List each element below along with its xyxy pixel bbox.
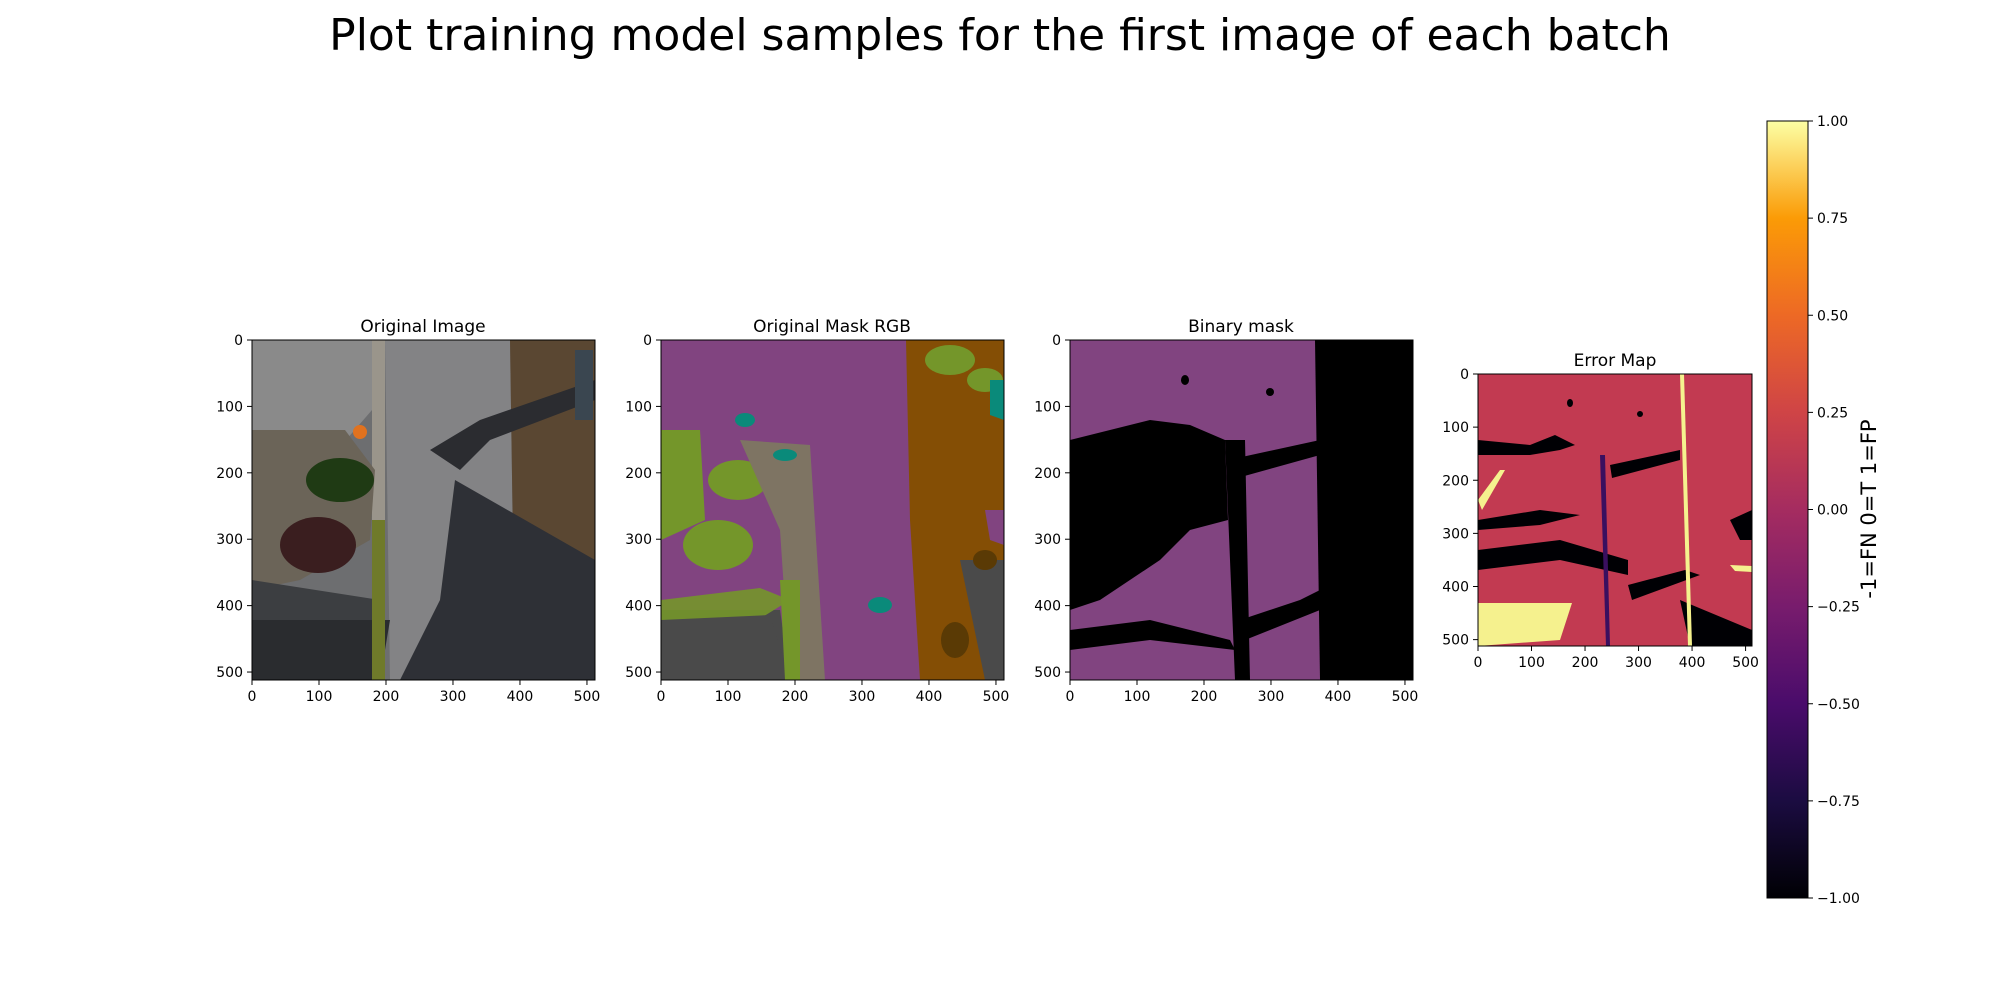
y-tick-label: 400 [216, 599, 243, 615]
y-tick-label: 500 [1034, 665, 1061, 681]
x-tick-label: 200 [782, 689, 809, 705]
x-tick-label: 300 [440, 689, 467, 705]
x-tick-label: 200 [1191, 689, 1218, 705]
y-tick-label: 0 [1052, 333, 1061, 349]
colorbar-tick-label: 0.50 [1817, 308, 1848, 324]
panel-error-map: Error Map 0 100 200 300 400 500 0 100 200 300 400… [1442, 351, 1759, 671]
y-tick-label: 500 [625, 665, 652, 681]
y-axis-binary-mask: 0 100 200 300 400 500 [1034, 333, 1070, 681]
y-tick-label: 100 [1442, 420, 1469, 436]
y-tick-label: 100 [1034, 399, 1061, 415]
x-tick-label: 200 [1572, 655, 1599, 671]
y-tick-label: 200 [1442, 473, 1469, 489]
colorbar-tick-label: 0.00 [1817, 503, 1848, 519]
colorbar-tick-label: 0.75 [1817, 211, 1848, 227]
y-axis-mask-rgb: 0 100 200 300 400 500 [625, 333, 661, 681]
x-tick-label: 100 [715, 689, 742, 705]
x-axis-mask-rgb: 0 100 200 300 400 500 [657, 680, 1010, 705]
x-tick-label: 500 [1392, 689, 1419, 705]
x-axis-error-map: 0 100 200 300 400 500 [1474, 646, 1759, 671]
x-tick-label: 100 [1124, 689, 1151, 705]
y-tick-label: 500 [216, 665, 243, 681]
y-tick-label: 300 [216, 532, 243, 548]
y-tick-label: 300 [625, 532, 652, 548]
x-tick-label: 400 [916, 689, 943, 705]
colorbar-tick-label: 0.25 [1817, 405, 1848, 421]
mask-rgb-raster [661, 340, 1004, 680]
y-tick-label: 100 [216, 399, 243, 415]
y-axis-error-map: 0 100 200 300 400 500 [1442, 367, 1478, 649]
panel-title-original-mask-rgb: Original Mask RGB [753, 317, 911, 337]
panel-original-mask-rgb: Original Mask RGB 0 100 200 300 400 500 01 [625, 317, 1009, 705]
y-tick-label: 0 [643, 333, 652, 349]
colorbar-label: -1=FN 0=T 1=FP [1857, 419, 1881, 598]
error-map-raster [1478, 374, 1752, 646]
x-tick-label: 0 [1474, 655, 1483, 671]
colorbar-ticks: 1.00 0.75 0.50 0.25 0.00 −0.25 −0.50 −0.75 −1.00 [1808, 114, 1860, 907]
y-tick-label: 300 [1034, 532, 1061, 548]
x-axis-original-image: 0 100 200 300 400 500 [248, 680, 601, 705]
panel-binary-mask: Binary mask 0 100 200 300 400 500 0 100 200 300 4… [1034, 317, 1418, 705]
x-tick-label: 0 [248, 689, 257, 705]
colorbar-tick-label: −0.75 [1817, 794, 1860, 810]
y-tick-label: 0 [1460, 367, 1469, 383]
x-tick-label: 300 [1625, 655, 1652, 671]
y-tick-label: 400 [1034, 599, 1061, 615]
y-tick-label: 300 [1442, 526, 1469, 542]
x-tick-label: 300 [1258, 689, 1285, 705]
y-tick-label: 100 [625, 399, 652, 415]
y-tick-label: 0 [234, 333, 243, 349]
colorbar-tick-label: 1.00 [1817, 114, 1848, 130]
colorbar-tick-label: −1.00 [1817, 891, 1860, 907]
panel-title-original-image: Original Image [360, 317, 485, 337]
y-axis-original-image: 0 100 200 300 400 500 [216, 333, 252, 681]
figure-title: Plot training model samples for the firs… [329, 10, 1671, 61]
x-tick-label: 100 [1518, 655, 1545, 671]
y-tick-label: 200 [625, 466, 652, 482]
panel-original-image: Original Image 0 100 200 300 400 500 0 100 200 3… [216, 317, 600, 705]
x-tick-label: 500 [1732, 655, 1759, 671]
x-tick-label: 100 [306, 689, 333, 705]
y-tick-label: 200 [216, 466, 243, 482]
panel-title-error-map: Error Map [1574, 351, 1657, 371]
x-tick-label: 300 [849, 689, 876, 705]
x-tick-label: 500 [983, 689, 1010, 705]
binary-mask-raster [1070, 340, 1413, 680]
x-tick-label: 400 [1325, 689, 1352, 705]
y-tick-label: 200 [1034, 466, 1061, 482]
x-tick-label: 0 [657, 689, 666, 705]
colorbar-gradient [1766, 120, 1809, 899]
x-tick-label: 400 [1679, 655, 1706, 671]
colorbar-tick-label: −0.25 [1817, 600, 1860, 616]
original-image-raster [252, 340, 595, 680]
x-tick-label: 500 [574, 689, 601, 705]
y-tick-label: 400 [1442, 580, 1469, 596]
y-tick-label: 500 [1442, 633, 1469, 649]
colorbar-tick-label: −0.50 [1817, 697, 1860, 713]
x-axis-binary-mask: 0 100 200 300 400 500 [1066, 680, 1419, 705]
x-tick-label: 200 [373, 689, 400, 705]
panel-title-binary-mask: Binary mask [1188, 317, 1294, 337]
colorbar: 1.00 0.75 0.50 0.25 0.00 −0.25 −0.50 −0.75 −1.00… [1766, 114, 1881, 907]
y-tick-label: 400 [625, 599, 652, 615]
x-tick-label: 400 [507, 689, 534, 705]
x-tick-label: 0 [1066, 689, 1075, 705]
